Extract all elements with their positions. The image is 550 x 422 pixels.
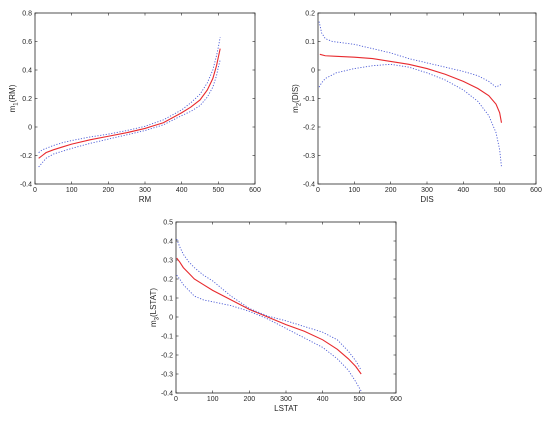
plot-frame xyxy=(317,12,537,185)
y-tick-label: -0.4 xyxy=(303,182,315,189)
y-tick-label: -0.4 xyxy=(20,182,32,189)
x-axis-label: RM xyxy=(139,195,152,204)
upper-band-line xyxy=(38,37,221,154)
x-tick-label: 500 xyxy=(353,396,365,403)
y-axis-label: m3(LSTAT) xyxy=(149,288,161,327)
x-tick-label: 0 xyxy=(33,187,37,194)
y-tick-label: -0.2 xyxy=(20,153,32,160)
plot-frame xyxy=(175,221,397,394)
chart-lstat: 0 100 200 300 400 500 600 -0.4 -0.3 -0.2 -0.1 0 0.1 0… xyxy=(149,220,402,414)
y-tick-label: 0.8 xyxy=(22,11,32,18)
x-tick-label: 100 xyxy=(348,187,360,194)
y-tick-label: -0.3 xyxy=(161,372,173,379)
y-tick-label: 0.3 xyxy=(163,258,173,265)
x-tick-label: 300 xyxy=(280,396,292,403)
y-tick-label: -0.1 xyxy=(161,334,173,341)
x-tick-label: 200 xyxy=(243,396,255,403)
y-tick-label: -0.4 xyxy=(161,391,173,398)
x-tick-label: 300 xyxy=(139,187,151,194)
y-tick-label: -0.1 xyxy=(303,96,315,103)
x-tick-label: 400 xyxy=(317,396,329,403)
chart-dis: 0 100 200 300 400 500 600 -0.4 -0.3 -0.2 -0.1 0 0.1 0… xyxy=(291,11,542,205)
x-axis-label: DIS xyxy=(420,195,433,204)
y-tick-label: 0.2 xyxy=(305,11,315,18)
x-tick-label: 500 xyxy=(212,187,224,194)
y-tick-label: 0.1 xyxy=(305,39,315,46)
y-tick-label: 0.4 xyxy=(163,239,173,246)
y-tick-label: -0.2 xyxy=(161,353,173,360)
y-axis-label: m2(DIS) xyxy=(291,84,303,113)
x-tick-label: 600 xyxy=(530,187,542,194)
plot-frame xyxy=(34,12,256,185)
x-tick-label: 200 xyxy=(385,187,397,194)
lower-band-line xyxy=(176,274,362,392)
upper-band-line xyxy=(318,21,502,88)
x-tick-label: 100 xyxy=(207,396,219,403)
x-tick-label: 500 xyxy=(494,187,506,194)
x-tick-label: 600 xyxy=(249,187,261,194)
lower-band-line xyxy=(318,63,502,167)
y-axis-label: m1(RM) xyxy=(8,84,20,112)
y-tick-label: 0.6 xyxy=(22,39,32,46)
fit-line xyxy=(38,48,221,159)
x-tick-label: 400 xyxy=(176,187,188,194)
lower-band-line xyxy=(38,59,221,168)
x-tick-label: 200 xyxy=(102,187,114,194)
x-tick-label: 0 xyxy=(174,396,178,403)
x-tick-label: 400 xyxy=(457,187,469,194)
y-tick-label: 0.1 xyxy=(163,296,173,303)
y-tick-label: -0.2 xyxy=(303,125,315,132)
x-tick-label: 100 xyxy=(66,187,78,194)
y-tick-label: 0 xyxy=(169,315,173,322)
y-tick-label: 0 xyxy=(28,125,32,132)
x-tick-label: 600 xyxy=(390,396,402,403)
y-tick-label: -0.3 xyxy=(303,153,315,160)
fit-line xyxy=(176,257,362,375)
y-tick-label: 0 xyxy=(311,68,315,75)
x-tick-label: 0 xyxy=(316,187,320,194)
y-tick-label: 0.2 xyxy=(22,96,32,103)
fit-line xyxy=(319,53,503,123)
x-tick-label: 300 xyxy=(421,187,433,194)
upper-band-line xyxy=(176,238,362,371)
y-tick-label: 0.4 xyxy=(22,68,32,75)
chart-rm: 0 100 200 300 400 500 600 -0.4 -0.2 0 0.2 0.4 0.6 0.8… xyxy=(8,11,261,205)
x-axis-label: LSTAT xyxy=(274,404,298,413)
y-tick-label: 0.5 xyxy=(163,220,173,227)
y-tick-label: 0.2 xyxy=(163,277,173,284)
